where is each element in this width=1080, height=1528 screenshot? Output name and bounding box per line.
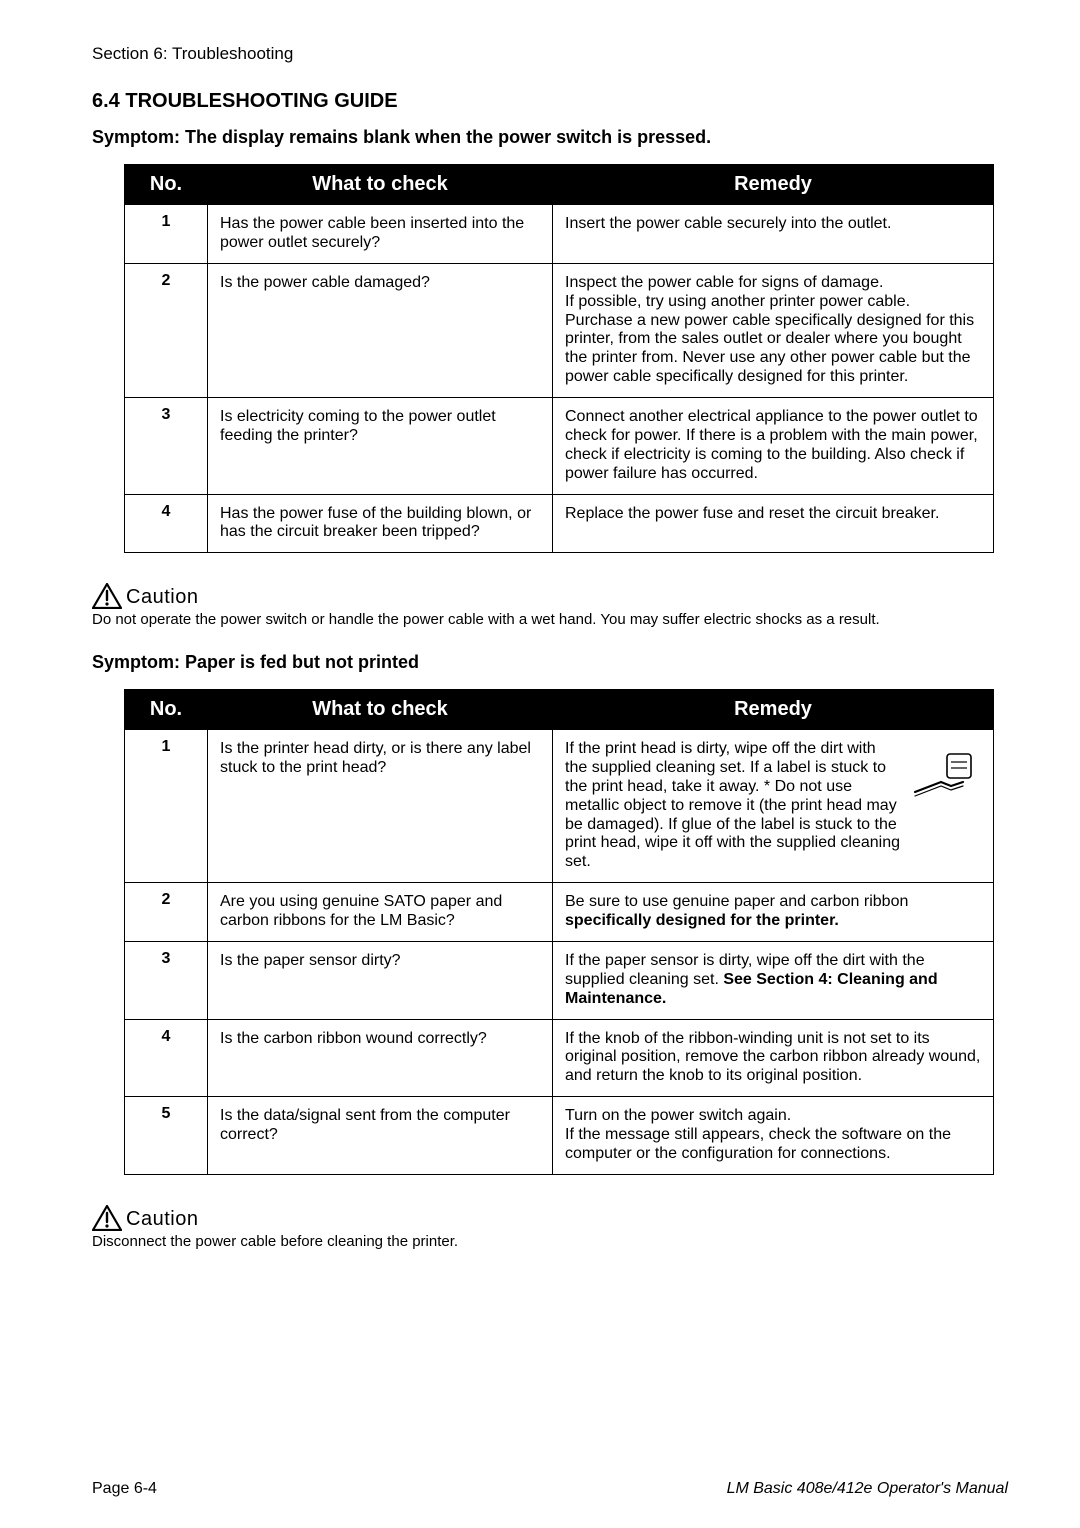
- footer-page-number: Page 6-4: [92, 1480, 157, 1498]
- section-header: Section 6: Troubleshooting: [92, 44, 1008, 64]
- row-check: Is the power cable damaged?: [208, 263, 553, 397]
- col-remedy: Remedy: [553, 165, 994, 205]
- table-row: 3 Is the paper sensor dirty? If the pape…: [125, 941, 994, 1019]
- symptom-1: Symptom: The display remains blank when …: [92, 127, 1008, 148]
- row-remedy: Be sure to use genuine paper and carbon …: [553, 883, 994, 942]
- table-row: 4 Has the power fuse of the building blo…: [125, 494, 994, 553]
- symptom-2: Symptom: Paper is fed but not printed: [92, 652, 1008, 673]
- caution-body: Do not operate the power switch or handl…: [92, 611, 1008, 630]
- caution-block-2: Caution Disconnect the power cable befor…: [92, 1205, 1008, 1252]
- row-check: Has the power cable been inserted into t…: [208, 205, 553, 264]
- caution-label: Caution: [126, 1208, 198, 1231]
- table-row: 5 Is the data/signal sent from the compu…: [125, 1097, 994, 1175]
- remedy-text-b: specifically designed for the printer.: [565, 912, 839, 929]
- row-remedy: If the print head is dirty, wipe off the…: [553, 730, 994, 883]
- table-row: 2 Is the power cable damaged? Inspect th…: [125, 263, 994, 397]
- col-no: No.: [125, 690, 208, 730]
- footer-manual-title: LM Basic 408e/412e Operator's Manual: [727, 1480, 1008, 1498]
- row-check: Are you using genuine SATO paper and car…: [208, 883, 553, 942]
- row-no: 2: [125, 263, 208, 397]
- row-remedy: Insert the power cable securely into the…: [553, 205, 994, 264]
- row-check: Is the carbon ribbon wound correctly?: [208, 1019, 553, 1097]
- table-row: 1 Is the printer head dirty, or is there…: [125, 730, 994, 883]
- col-check: What to check: [208, 690, 553, 730]
- row-no: 4: [125, 494, 208, 553]
- row-remedy: Replace the power fuse and reset the cir…: [553, 494, 994, 553]
- row-no: 2: [125, 883, 208, 942]
- col-remedy: Remedy: [553, 690, 994, 730]
- table-row: 4 Is the carbon ribbon wound correctly? …: [125, 1019, 994, 1097]
- remedy-text-a: Be sure to use genuine paper and carbon …: [565, 893, 908, 910]
- row-remedy: Connect another electrical appliance to …: [553, 398, 994, 495]
- row-no: 1: [125, 730, 208, 883]
- troubleshoot-table-1: No. What to check Remedy 1 Has the power…: [124, 164, 994, 553]
- row-no: 1: [125, 205, 208, 264]
- row-no: 4: [125, 1019, 208, 1097]
- row-check: Is the paper sensor dirty?: [208, 941, 553, 1019]
- row-check: Is the printer head dirty, or is there a…: [208, 730, 553, 883]
- row-no: 3: [125, 941, 208, 1019]
- table-row: 1 Has the power cable been inserted into…: [125, 205, 994, 264]
- row-check: Is the data/signal sent from the compute…: [208, 1097, 553, 1175]
- table-row: 3 Is electricity coming to the power out…: [125, 398, 994, 495]
- col-check: What to check: [208, 165, 553, 205]
- row-remedy: Inspect the power cable for signs of dam…: [553, 263, 994, 397]
- row-no: 5: [125, 1097, 208, 1175]
- printhead-icon: [911, 740, 981, 814]
- row-remedy: If the paper sensor is dirty, wipe off t…: [553, 941, 994, 1019]
- row-remedy: Turn on the power switch again. If the m…: [553, 1097, 994, 1175]
- troubleshoot-table-2: No. What to check Remedy 1 Is the printe…: [124, 689, 994, 1175]
- row-remedy: If the knob of the ribbon-winding unit i…: [553, 1019, 994, 1097]
- guide-title: 6.4 TROUBLESHOOTING GUIDE: [92, 90, 1008, 113]
- col-no: No.: [125, 165, 208, 205]
- caution-icon: [92, 583, 122, 609]
- caution-icon: [92, 1205, 122, 1231]
- page-footer: Page 6-4 LM Basic 408e/412e Operator's M…: [92, 1480, 1008, 1498]
- remedy-text: If the print head is dirty, wipe off the…: [565, 740, 901, 872]
- caution-body: Disconnect the power cable before cleani…: [92, 1233, 1008, 1252]
- caution-label: Caution: [126, 586, 198, 609]
- caution-block-1: Caution Do not operate the power switch …: [92, 583, 1008, 630]
- row-check: Has the power fuse of the building blown…: [208, 494, 553, 553]
- table-row: 2 Are you using genuine SATO paper and c…: [125, 883, 994, 942]
- row-check: Is electricity coming to the power outle…: [208, 398, 553, 495]
- row-no: 3: [125, 398, 208, 495]
